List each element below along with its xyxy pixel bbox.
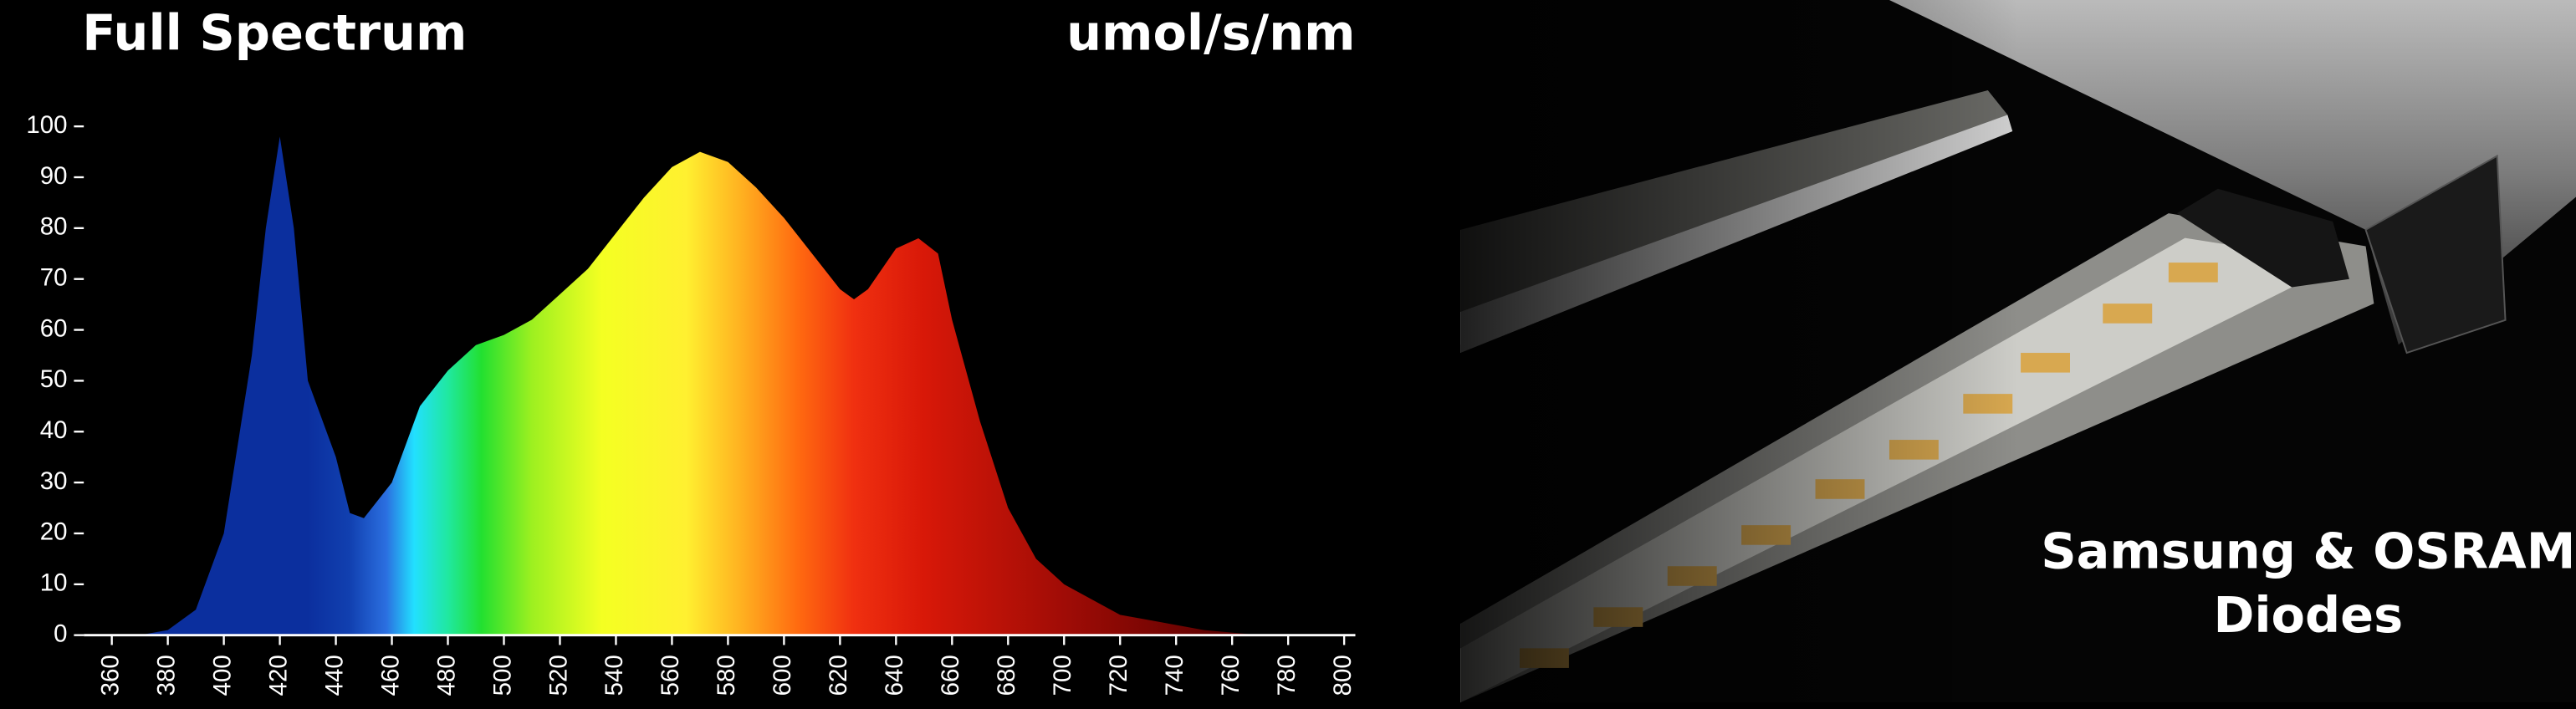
y-tick-label: 70 bbox=[40, 263, 68, 291]
x-tick-label: 380 bbox=[152, 655, 180, 696]
x-tick-label: 480 bbox=[432, 655, 460, 696]
y-tick-label: 50 bbox=[40, 365, 68, 393]
x-tick-label: 580 bbox=[713, 655, 740, 696]
y-tick-label: 40 bbox=[40, 416, 68, 444]
x-tick-label: 800 bbox=[1329, 655, 1357, 696]
x-tick-label: 520 bbox=[544, 655, 572, 696]
x-tick-label: 620 bbox=[825, 655, 852, 696]
y-tick-label: 20 bbox=[40, 518, 68, 546]
x-tick-label: 760 bbox=[1217, 655, 1245, 696]
unit-label: umol/s/nm bbox=[1066, 3, 1355, 61]
y-tick-label: 0 bbox=[54, 620, 67, 647]
annotation: Samsung & OSRAM bbox=[2041, 523, 2575, 580]
y-tick-label: 100 bbox=[26, 111, 67, 139]
x-tick-label: 540 bbox=[601, 655, 628, 696]
x-tick-label: 640 bbox=[881, 655, 908, 696]
chart-title: Full Spectrum bbox=[82, 3, 467, 61]
x-tick-label: 700 bbox=[1049, 655, 1076, 696]
x-tick-label: 460 bbox=[376, 655, 404, 696]
x-tick-label: 500 bbox=[488, 655, 516, 696]
x-tick-label: 600 bbox=[769, 655, 796, 696]
x-tick-label: 680 bbox=[993, 655, 1020, 696]
y-tick-label: 90 bbox=[40, 162, 68, 190]
x-tick-label: 780 bbox=[1273, 655, 1301, 696]
y-tick-label: 80 bbox=[40, 213, 68, 241]
x-tick-label: 360 bbox=[96, 655, 124, 696]
y-tick-label: 60 bbox=[40, 314, 68, 342]
x-tick-label: 420 bbox=[264, 655, 292, 696]
y-tick-label: 10 bbox=[40, 569, 68, 597]
x-tick-label: 400 bbox=[208, 655, 236, 696]
x-tick-label: 740 bbox=[1161, 655, 1188, 696]
product-photo bbox=[1460, 0, 2576, 703]
x-tick-label: 560 bbox=[657, 655, 684, 696]
annotation: Diodes bbox=[2213, 586, 2403, 644]
spectrum-area bbox=[140, 136, 1260, 635]
x-tick-label: 660 bbox=[937, 655, 964, 696]
x-tick-label: 440 bbox=[320, 655, 348, 696]
y-tick-label: 30 bbox=[40, 467, 68, 495]
x-tick-label: 720 bbox=[1105, 655, 1132, 696]
